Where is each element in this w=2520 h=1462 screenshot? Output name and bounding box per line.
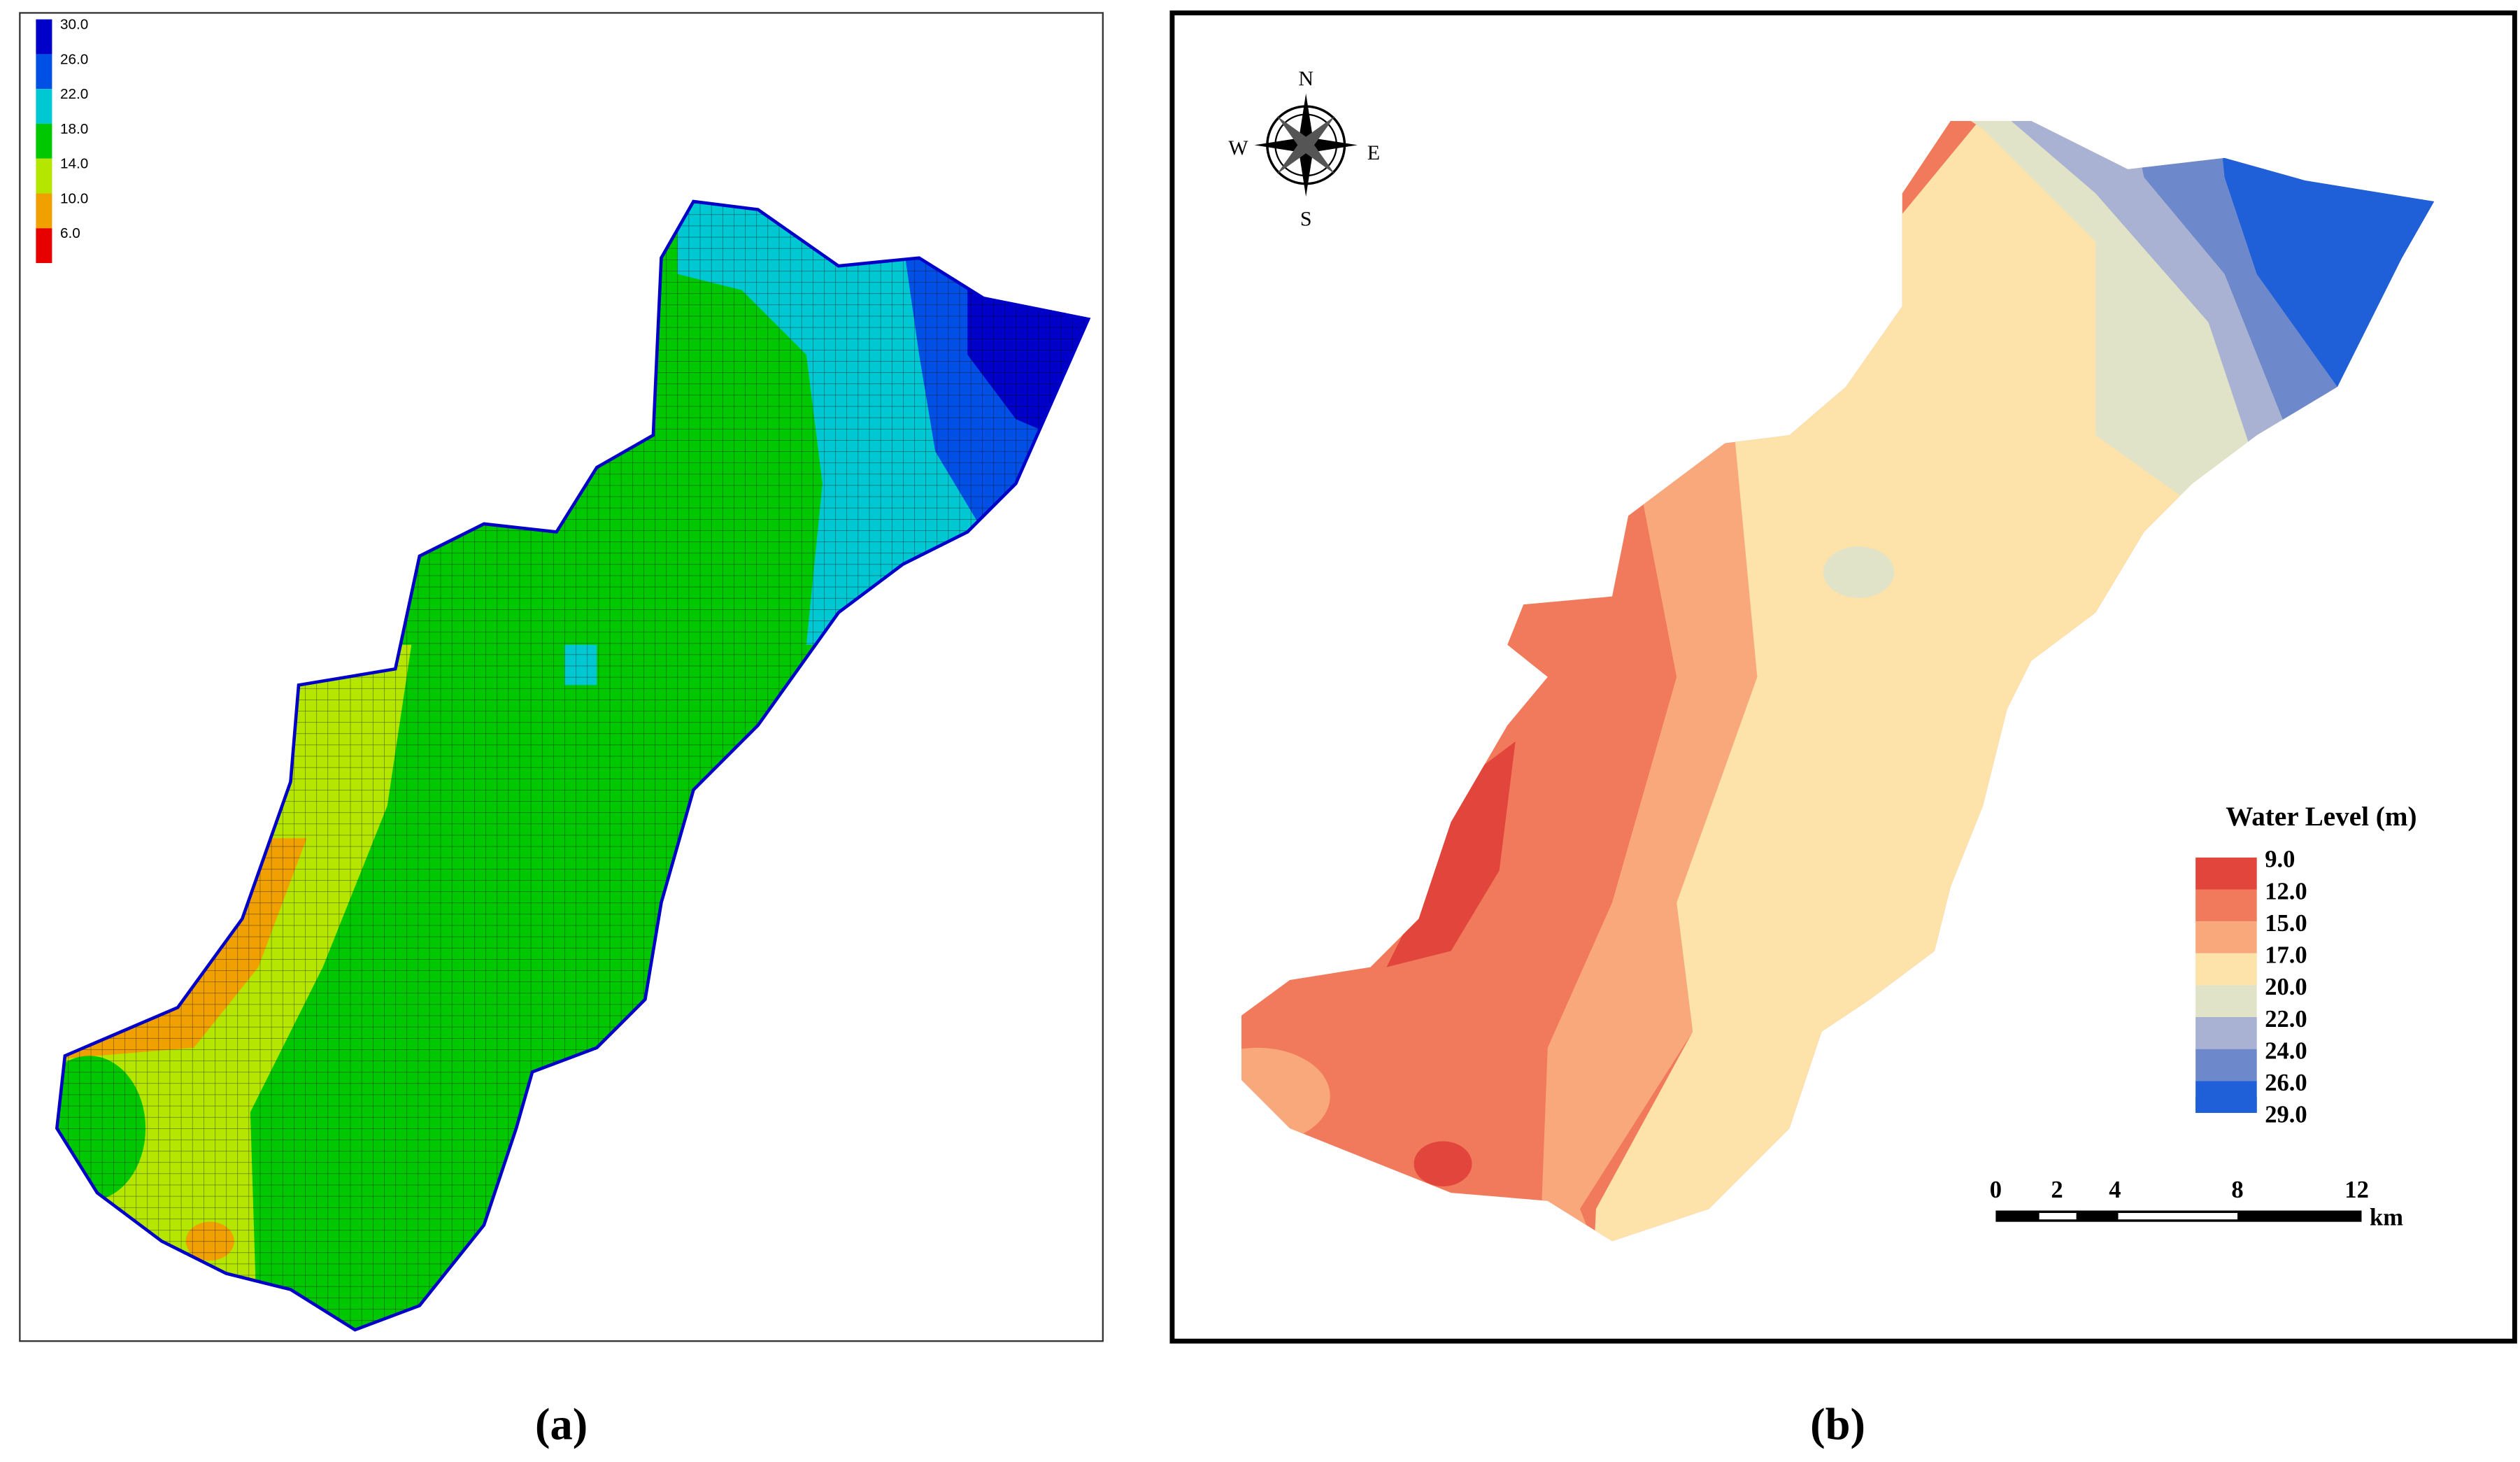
legend-a: 30.0 26.0 22.0 18.0 14.0 10.0 6.0 <box>36 16 88 264</box>
legend-label: 22.0 <box>2265 1006 2307 1032</box>
legend-swatch <box>36 54 52 90</box>
scale-bar <box>1995 1210 2362 1222</box>
legend-label: 26.0 <box>2265 1070 2307 1096</box>
scale-label: 8 <box>2231 1177 2243 1203</box>
legend-swatch <box>36 193 52 229</box>
legend-label: 29.0 <box>2265 1102 2307 1128</box>
compass-w: W <box>1228 136 1248 159</box>
legend-swatch <box>2195 1017 2257 1049</box>
legend-label: 9.0 <box>2265 846 2295 873</box>
legend-swatch <box>2195 1097 2257 1113</box>
legend-title: Water Level (m) <box>2226 802 2416 832</box>
scale-label: 0 <box>1990 1177 2002 1203</box>
compass-e: E <box>1367 141 1380 164</box>
legend-label: 26.0 <box>60 51 88 67</box>
caption-a: (a) <box>535 1400 588 1449</box>
legend-label: 22.0 <box>60 86 88 102</box>
scale-unit: km <box>2370 1204 2403 1230</box>
legend-label: 12.0 <box>2265 878 2307 904</box>
map-outline <box>55 199 1091 1332</box>
legend-swatch <box>36 19 52 55</box>
legend-swatch <box>36 89 52 124</box>
legend-swatch <box>2195 953 2257 986</box>
legend-swatch <box>2195 921 2257 953</box>
compass: N S W E <box>1228 67 1380 230</box>
scale-label: 12 <box>2344 1177 2369 1203</box>
legend-label: 6.0 <box>60 225 80 241</box>
legend-b: 9.0 12.0 15.0 17.0 20.0 22.0 24.0 26.0 29.0 <box>2195 846 2307 1128</box>
legend-label: 20.0 <box>2265 974 2307 1000</box>
legend-label: 15.0 <box>2265 910 2307 937</box>
legend-swatch <box>36 158 52 194</box>
legend-label: 24.0 <box>2265 1037 2307 1064</box>
legend-label: 18.0 <box>60 121 88 137</box>
legend-label: 10.0 <box>60 190 88 206</box>
legend-swatch <box>2195 985 2257 1018</box>
legend-label: 30.0 <box>60 16 88 32</box>
scale-label: 4 <box>2109 1177 2121 1203</box>
legend-swatch <box>2195 1049 2257 1081</box>
legend-swatch <box>2195 857 2257 890</box>
scale-label: 2 <box>2051 1177 2063 1203</box>
compass-s: S <box>1300 208 1312 231</box>
compass-n: N <box>1298 67 1314 90</box>
legend-label: 14.0 <box>60 156 88 172</box>
caption-b: (b) <box>1810 1400 1865 1449</box>
legend-label: 17.0 <box>2265 942 2307 969</box>
legend-swatch <box>36 123 52 159</box>
legend-swatch <box>2195 889 2257 922</box>
legend-swatch <box>36 228 52 264</box>
